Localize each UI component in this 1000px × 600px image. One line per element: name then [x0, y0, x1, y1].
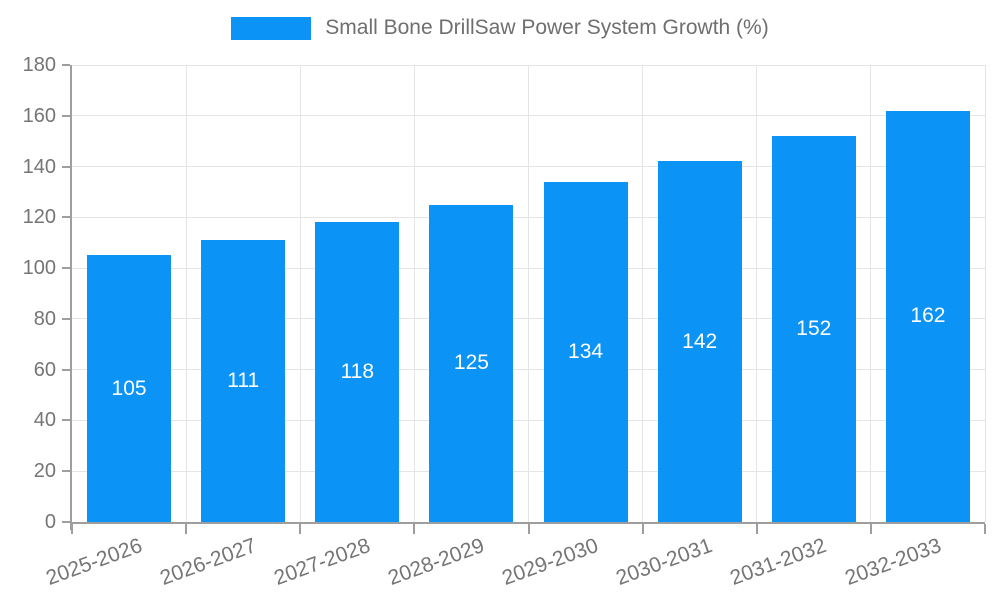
x-tick-label: 2030-2031 — [613, 534, 716, 590]
y-tick — [62, 419, 70, 422]
bar[interactable] — [429, 204, 514, 522]
gridline — [185, 65, 187, 522]
y-tick-label: 140 — [22, 155, 56, 178]
y-tick — [62, 64, 70, 66]
bar-value-label: 142 — [682, 329, 718, 353]
y-tick — [62, 114, 70, 117]
x-tick — [869, 524, 872, 534]
y-tick-label: 180 — [22, 54, 56, 76]
bar[interactable] — [885, 110, 970, 522]
y-tick — [62, 470, 70, 473]
bar-value-label: 162 — [910, 304, 946, 328]
x-tick — [641, 524, 644, 534]
y-tick — [62, 165, 70, 168]
gridline — [756, 65, 758, 522]
gridline — [528, 65, 529, 522]
y-axis-line — [70, 65, 72, 530]
x-tick — [299, 524, 302, 534]
plot-area: 0 20 40 60 80 100 120 140 160 180 105 2025-2026 111 2… — [23, 54, 986, 590]
y-tick-label: 160 — [22, 104, 56, 127]
x-tick-label: 2031-2032 — [727, 534, 830, 590]
y-tick — [62, 267, 70, 270]
y-tick-label: 120 — [22, 206, 56, 229]
x-tick — [185, 524, 188, 534]
y-tick — [62, 216, 70, 219]
gridline — [299, 65, 301, 522]
gridline — [984, 65, 986, 522]
y-tick-label: 100 — [22, 257, 56, 280]
x-tick — [984, 524, 986, 534]
gridline — [413, 65, 415, 522]
bar-value-label: 111 — [227, 369, 260, 393]
y-tick-label: 80 — [33, 307, 56, 330]
x-axis-line — [70, 522, 985, 524]
bar[interactable] — [87, 255, 172, 522]
legend-swatch-icon — [231, 16, 312, 40]
y-tick-label: 60 — [33, 358, 56, 381]
legend-label: Small Bone DrillSaw Power System Growth … — [325, 16, 769, 39]
bar-value-label: 134 — [568, 339, 604, 363]
gridline — [642, 65, 644, 522]
bar[interactable] — [315, 222, 400, 522]
bar-value-label: 118 — [340, 360, 375, 384]
bar[interactable] — [657, 161, 742, 522]
x-tick-label: 2032-2033 — [841, 534, 944, 590]
y-tick-label: 0 — [44, 511, 56, 533]
y-tick — [62, 317, 70, 320]
x-tick — [755, 524, 758, 534]
chart-legend[interactable]: Small Bone DrillSaw Power System Growth … — [0, 16, 1000, 40]
y-tick-label: 20 — [33, 460, 56, 483]
bar-value-label: 105 — [111, 376, 147, 400]
x-tick-label: 2025-2026 — [42, 534, 145, 590]
x-tick — [71, 524, 73, 534]
x-tick — [527, 524, 530, 534]
y-tick — [62, 521, 70, 523]
bar[interactable] — [771, 136, 856, 522]
x-tick-label: 2026-2027 — [156, 534, 260, 590]
y-tick-label: 40 — [33, 409, 56, 432]
x-tick-label: 2027-2028 — [270, 534, 374, 590]
bar-value-label: 152 — [796, 317, 832, 341]
bar-value-label: 125 — [453, 351, 489, 375]
x-tick — [413, 524, 416, 534]
gridline — [870, 65, 872, 522]
x-tick-label: 2028-2029 — [385, 534, 488, 590]
bar[interactable] — [201, 240, 286, 522]
bar[interactable] — [543, 181, 628, 522]
y-tick — [62, 368, 70, 371]
x-tick-label: 2029-2030 — [499, 534, 602, 590]
